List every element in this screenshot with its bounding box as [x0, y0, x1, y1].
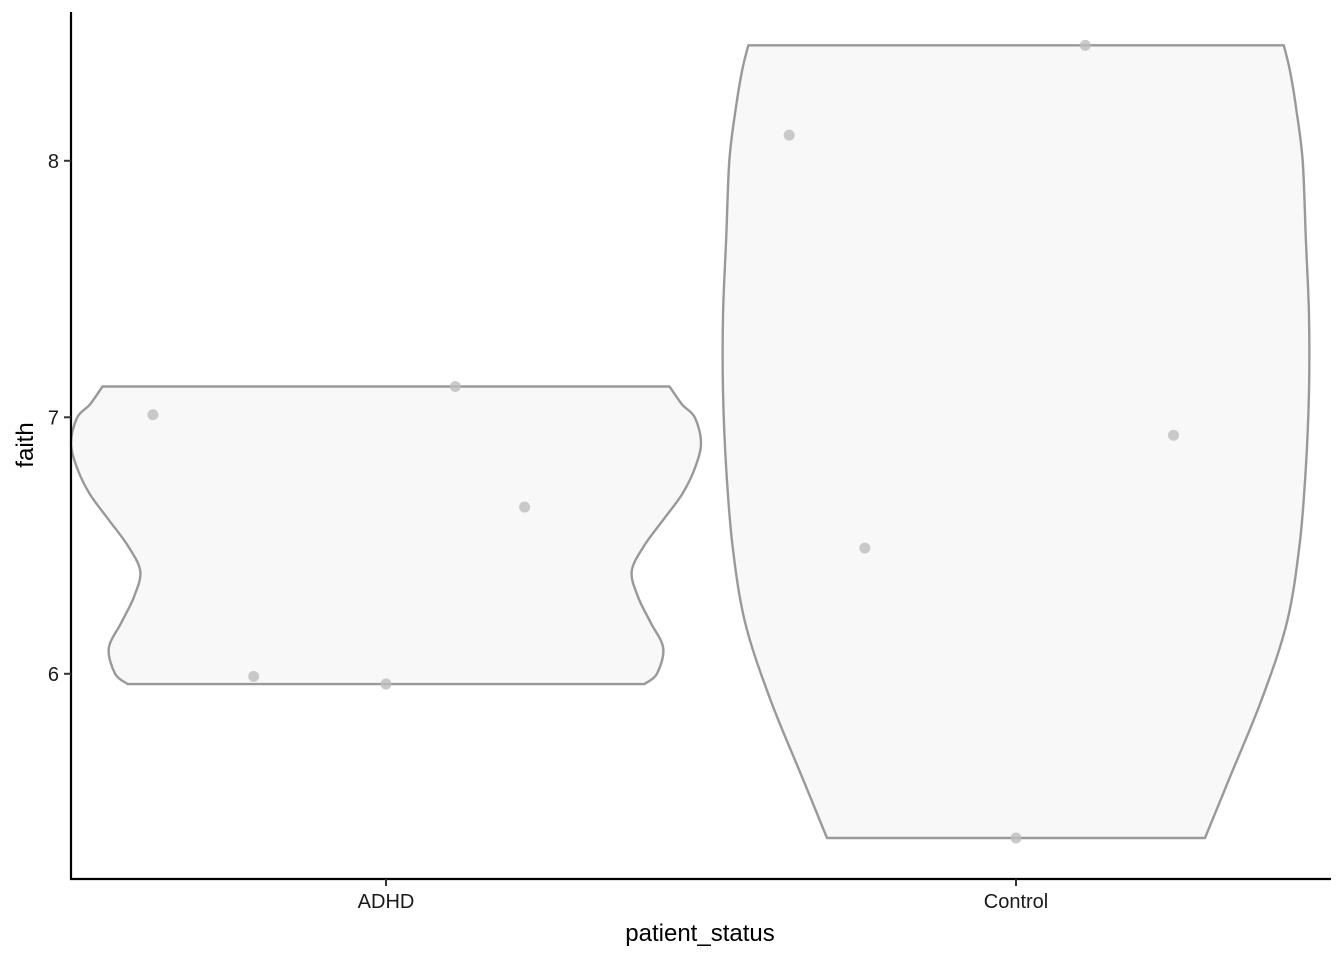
data-point	[248, 670, 260, 682]
data-point	[1010, 832, 1022, 844]
data-point	[380, 678, 392, 690]
data-point	[519, 501, 531, 513]
violin-adhd	[69, 385, 703, 686]
violin-layer	[69, 44, 1311, 840]
x-axis-ticks: ADHD Control	[358, 879, 1048, 913]
data-point	[147, 409, 159, 421]
data-point	[859, 542, 871, 554]
data-point	[1168, 429, 1179, 441]
y-axis-ticks: 6 7 8	[48, 151, 71, 686]
y-tick-label: 6	[48, 664, 59, 686]
data-point	[449, 381, 461, 393]
x-tick-label: ADHD	[358, 891, 415, 913]
x-tick-label: Control	[984, 891, 1048, 913]
y-tick-label: 7	[48, 407, 59, 429]
y-tick-label: 8	[48, 151, 59, 173]
x-axis-title: patient_status	[625, 920, 774, 947]
violin-control	[721, 44, 1311, 840]
data-point	[1079, 39, 1091, 51]
points-layer	[147, 39, 1179, 844]
data-point	[783, 129, 795, 141]
y-axis-title: faith	[12, 422, 39, 467]
